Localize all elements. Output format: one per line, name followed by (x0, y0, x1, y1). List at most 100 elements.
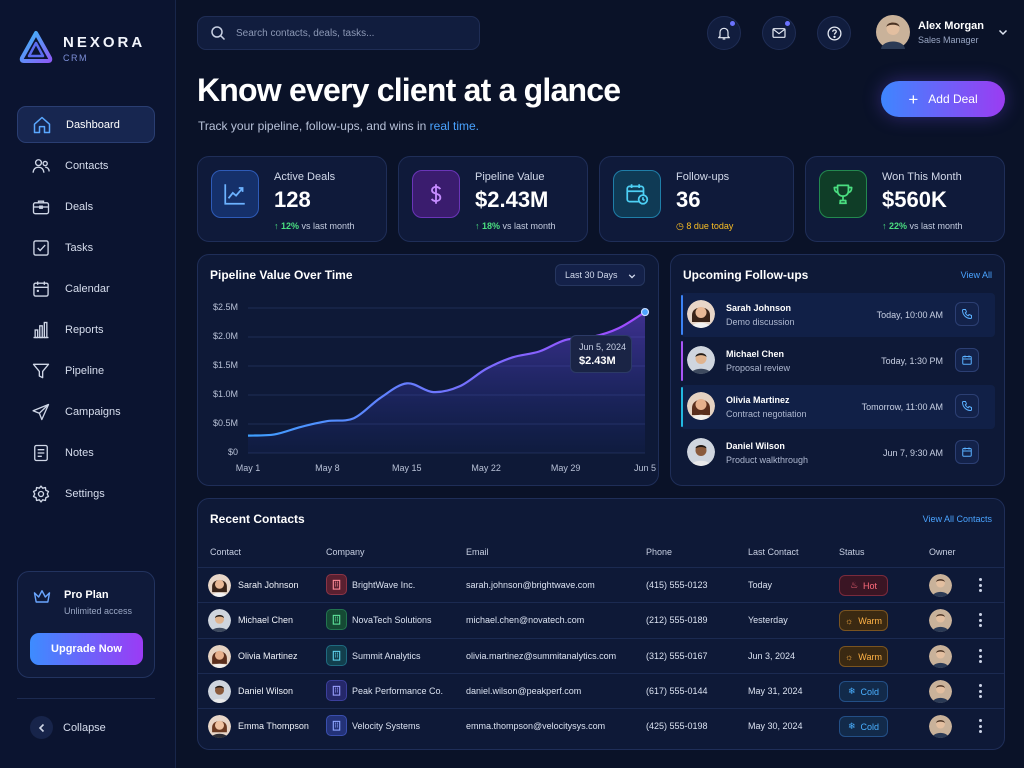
status-label: Warm (858, 615, 882, 626)
column-header-last-contact[interactable]: Last Contact (748, 547, 799, 557)
schedule-button[interactable] (955, 348, 979, 372)
column-header-phone[interactable]: Phone (646, 547, 673, 557)
stat-change-suffix: vs last month (502, 221, 556, 231)
avatar (208, 715, 231, 738)
company-name: Peak Performance Co. (352, 686, 444, 696)
user-menu[interactable]: Alex Morgan Sales Manager (876, 15, 1008, 49)
column-header-status[interactable]: Status (839, 547, 865, 557)
follow-up-item[interactable]: Sarah Johnson Demo discussion Today, 10:… (681, 293, 995, 337)
sidebar-item-calendar[interactable]: Calendar (17, 270, 155, 307)
contact-name[interactable]: Olivia Martinez (238, 651, 298, 661)
chart-point[interactable] (640, 307, 650, 317)
column-header-contact[interactable]: Contact (210, 547, 242, 557)
column-header-owner[interactable]: Owner (929, 547, 956, 557)
date-range-value: Last 30 Days (565, 270, 618, 280)
upgrade-now-button[interactable]: Upgrade Now (30, 633, 143, 665)
avatar (687, 392, 715, 420)
search-input[interactable] (236, 27, 466, 39)
stat-card-pipeline-value[interactable]: Pipeline Value $2.43M ↑ 18% vs last mont… (398, 156, 588, 242)
sidebar-item-tasks[interactable]: Tasks (17, 229, 155, 266)
follow-up-time: Today, 1:30 PM (881, 356, 943, 366)
bar-chart-icon (33, 321, 49, 338)
table-row[interactable]: Michael Chen NovaTech Solutions michael.… (198, 602, 1004, 637)
contact-name[interactable]: Daniel Wilson (238, 686, 294, 696)
date-range-select[interactable]: Last 30 Days (555, 264, 645, 286)
contact-email[interactable]: emma.thompson@velocitysys.com (466, 721, 606, 731)
company-name: BrightWave Inc. (352, 580, 416, 590)
note-icon (34, 444, 48, 461)
company-name: Summit Analytics (352, 651, 421, 661)
more-options-icon[interactable] (974, 684, 986, 698)
contact-name[interactable]: Michael Chen (238, 615, 294, 625)
follow-up-time: Tomorrow, 11:00 AM (861, 402, 943, 412)
avatar (876, 15, 910, 49)
more-options-icon[interactable] (974, 719, 986, 733)
messages-button[interactable] (762, 16, 796, 50)
sidebar-item-settings[interactable]: Settings (17, 475, 155, 512)
y-tick-label: $1.0M (212, 389, 238, 399)
more-options-icon[interactable] (974, 613, 986, 627)
view-all-contacts-link[interactable]: View All Contacts (922, 514, 992, 524)
stat-label: Won This Month (882, 171, 962, 183)
more-options-icon[interactable] (974, 578, 986, 592)
table-row[interactable]: Daniel Wilson Peak Performance Co. danie… (198, 673, 1004, 708)
call-button[interactable] (955, 394, 979, 418)
contact-email[interactable]: daniel.wilson@peakperf.com (466, 686, 582, 696)
stat-card-active-deals[interactable]: Active Deals 128 ↑ 12% vs last month (197, 156, 387, 242)
chevron-down-icon (628, 274, 636, 279)
contact-name[interactable]: Sarah Johnson (238, 580, 299, 590)
sidebar-item-reports[interactable]: Reports (17, 311, 155, 348)
building-icon (326, 609, 347, 630)
follow-up-item[interactable]: Olivia Martinez Contract negotiation Tom… (681, 385, 995, 429)
follow-up-item[interactable]: Daniel Wilson Product walkthrough Jun 7,… (681, 431, 995, 475)
stat-card-follow-ups[interactable]: Follow-ups 36 ◷ 8 due today (599, 156, 794, 242)
sidebar-nav: Dashboard Contacts Deals Tasks Calendar … (17, 106, 155, 516)
sidebar-item-label: Notes (65, 446, 94, 459)
schedule-button[interactable] (955, 440, 979, 464)
help-button[interactable] (817, 16, 851, 50)
search-icon (211, 26, 226, 41)
view-all-link[interactable]: View All (960, 270, 992, 280)
more-options-icon[interactable] (974, 649, 986, 663)
contact-email[interactable]: sarah.johnson@brightwave.com (466, 580, 595, 590)
sidebar-item-campaigns[interactable]: Campaigns (17, 393, 155, 430)
column-header-email[interactable]: Email (466, 547, 489, 557)
contact-name[interactable]: Emma Thompson (238, 721, 309, 731)
chart-area-fill (248, 312, 645, 453)
follow-up-name: Michael Chen (726, 349, 785, 359)
stat-card-won-this-month[interactable]: Won This Month $560K ↑ 22% vs last month (805, 156, 1005, 242)
sidebar-item-notes[interactable]: Notes (17, 434, 155, 471)
last-contact: Today (748, 580, 773, 590)
table-row[interactable]: Sarah Johnson BrightWave Inc. sarah.john… (198, 567, 1004, 602)
search-bar[interactable] (197, 16, 480, 50)
notifications-button[interactable] (707, 16, 741, 50)
sidebar-item-pipeline[interactable]: Pipeline (17, 352, 155, 389)
follow-up-time: Today, 10:00 AM (876, 310, 943, 320)
sun-icon: ☼ (845, 615, 854, 626)
sidebar-item-deals[interactable]: Deals (17, 188, 155, 225)
follow-up-item[interactable]: Michael Chen Proposal review Today, 1:30… (681, 339, 995, 383)
sidebar-item-contacts[interactable]: Contacts (17, 147, 155, 184)
x-tick-label: May 22 (471, 463, 501, 473)
sidebar-item-label: Contacts (65, 159, 109, 172)
contact-phone: (425) 555-0198 (646, 721, 708, 731)
sidebar-item-label: Settings (65, 487, 105, 500)
contact-email[interactable]: olivia.martinez@summitanalytics.com (466, 651, 617, 661)
table-row[interactable]: Olivia Martinez Summit Analytics olivia.… (198, 638, 1004, 673)
stat-value: 36 (676, 187, 701, 212)
call-button[interactable] (955, 302, 979, 326)
logo[interactable]: NEXORA CRM (18, 30, 145, 66)
sidebar-item-label: Dashboard (66, 118, 120, 131)
stat-change-value: 18% (482, 221, 501, 231)
sidebar-item-dashboard[interactable]: Dashboard (17, 106, 155, 143)
stat-label: Pipeline Value (475, 171, 545, 183)
sidebar-item-label: Pipeline (65, 364, 105, 377)
follow-up-accent (681, 295, 683, 335)
column-header-company[interactable]: Company (326, 547, 365, 557)
contact-email[interactable]: michael.chen@novatech.com (466, 615, 585, 625)
status-label: Cold (860, 721, 880, 732)
collapse-button[interactable]: Collapse (30, 716, 106, 739)
table-row[interactable]: Emma Thompson Velocity Systems emma.thom… (198, 708, 1004, 743)
add-deal-button[interactable]: + Add Deal (881, 81, 1005, 117)
y-tick-label: $1.5M (212, 360, 238, 370)
